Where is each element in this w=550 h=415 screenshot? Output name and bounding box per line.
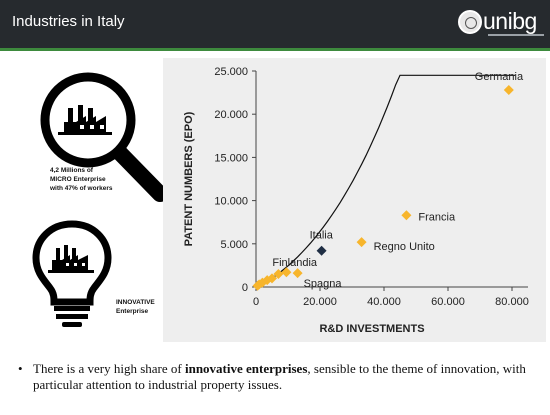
y-tick-label: 25.000: [214, 66, 248, 78]
x-tick-label: 40.000: [367, 296, 401, 308]
micro-enterprise-caption: 4,2 Millions of MICRO Enterprise with 47…: [50, 166, 113, 193]
lightbulb-factory-icon: [30, 218, 114, 330]
data-point: [401, 210, 412, 221]
caption-line: with 47% of workers: [50, 185, 113, 192]
bullet-text-start: There is a very high share of: [33, 361, 185, 376]
unibg-logo: unibg: [458, 8, 544, 40]
data-point: [316, 245, 327, 256]
caption-line: 4,2 Millions of: [50, 167, 93, 174]
y-tick-label: 5.000: [220, 239, 248, 251]
university-seal-icon: [458, 10, 482, 34]
data-point: [356, 237, 367, 248]
y-tick-label: 20.000: [214, 109, 248, 121]
data-point: [503, 85, 514, 96]
data-label: Francia: [418, 211, 456, 223]
bullet-paragraph: • There is a very high share of innovati…: [18, 361, 543, 393]
data-point: [292, 268, 303, 279]
caption-line: Enterprise: [116, 308, 149, 315]
header-bar: Industries in Italy unibg: [0, 0, 550, 48]
scatter-chart: 0 5.000 10.000 15.000 20.000 25.000 0 20.000 40.…: [163, 58, 546, 342]
data-label: Italia: [310, 230, 334, 242]
data-label: Finlandia: [272, 257, 318, 269]
bullet-text: There is a very high share of innovative…: [33, 361, 543, 393]
caption-line: MICRO Enterprise: [50, 176, 106, 183]
bullet-text-end: , sensible to the theme of innovation, w…: [33, 361, 526, 392]
data-label: Spagna: [304, 278, 343, 290]
y-axis-label: PATENT NUMBERS (EPO): [183, 111, 195, 246]
data-label: Regno Unito: [374, 241, 435, 253]
logo-text: unibg: [483, 8, 537, 34]
magnifier-factory-icon: [28, 68, 168, 202]
y-tick-label: 10.000: [214, 196, 248, 208]
x-tick-label: 20.000: [303, 296, 337, 308]
bullet-dot: •: [18, 361, 23, 376]
x-tick-label: 80.000: [495, 296, 529, 308]
y-tick-label: 15.000: [214, 152, 248, 164]
data-label: Germania: [475, 71, 524, 83]
data-point: [273, 269, 284, 280]
innovative-enterprise-caption: INNOVATIVE Enterprise: [116, 298, 155, 316]
caption-line: INNOVATIVE: [116, 299, 155, 306]
header-accent-line: [0, 48, 550, 51]
data-point: [252, 280, 263, 291]
logo-underline: [488, 34, 544, 36]
x-tick-label: 0: [253, 296, 259, 308]
data-point: [281, 267, 292, 278]
x-axis-label: R&D INVESTMENTS: [319, 323, 424, 335]
bullet-bold-text: innovative enterprises: [184, 361, 308, 376]
trend-line: [258, 74, 516, 287]
scatter-chart-svg: 0 5.000 10.000 15.000 20.000 25.000 0 20.000 40.…: [183, 66, 529, 335]
y-tick-label: 0: [242, 282, 248, 294]
slide-title: Industries in Italy: [12, 13, 125, 30]
x-tick-label: 60.000: [431, 296, 465, 308]
